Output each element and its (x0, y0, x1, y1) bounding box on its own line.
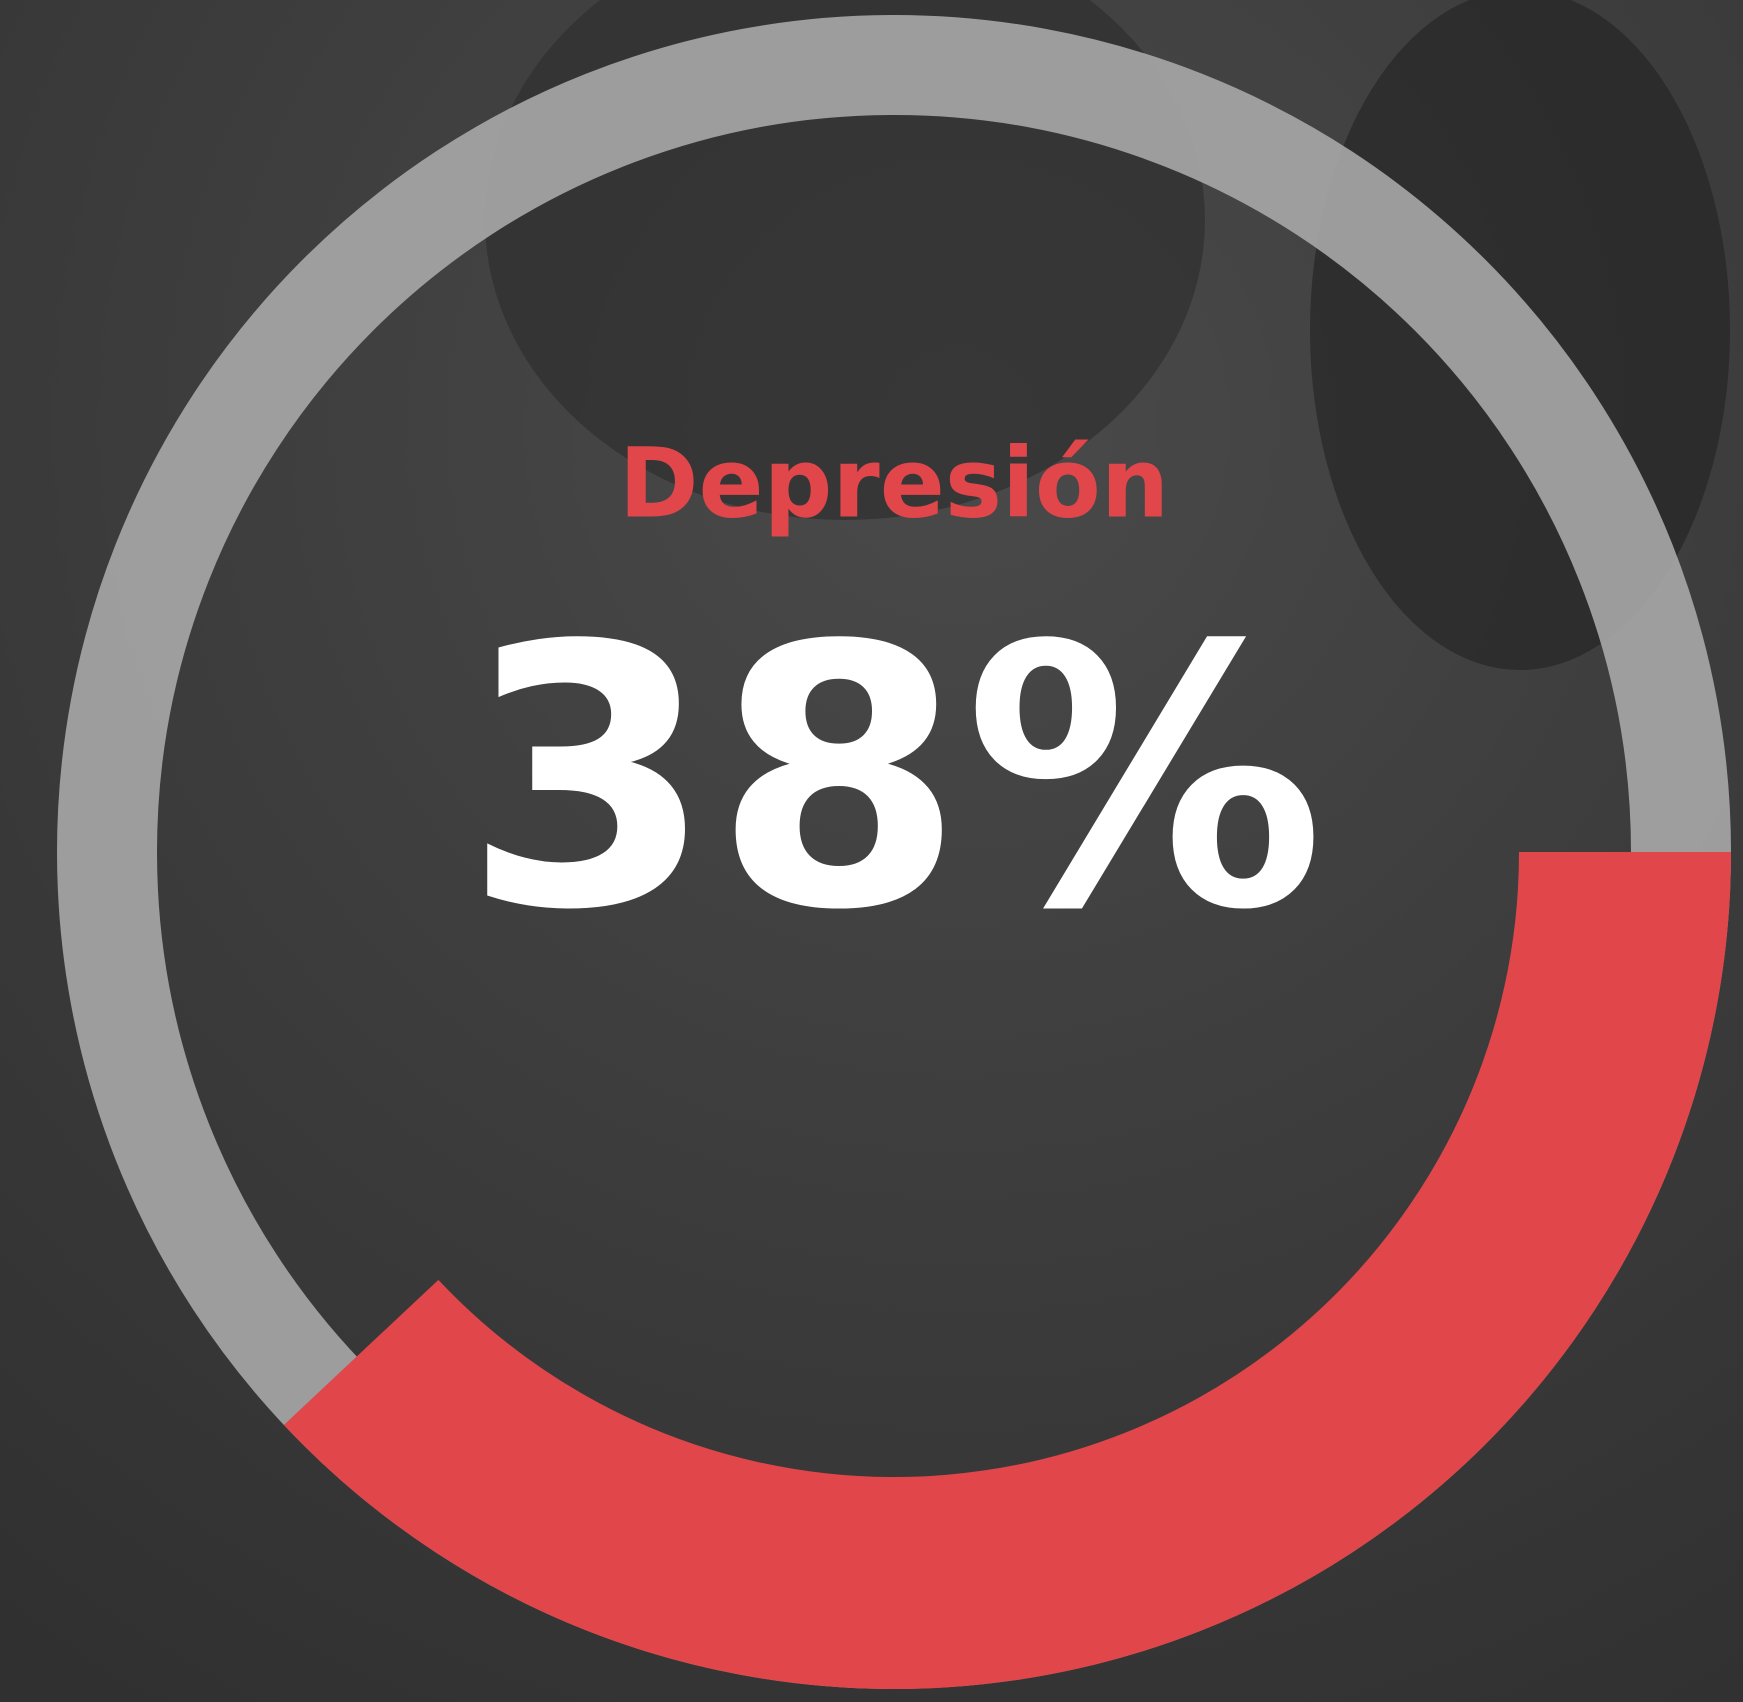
chart-title: Depresión (619, 427, 1169, 539)
ring-arc (283, 851, 1731, 1689)
value-label: 38% (463, 569, 1325, 988)
ring (57, 15, 1731, 1689)
